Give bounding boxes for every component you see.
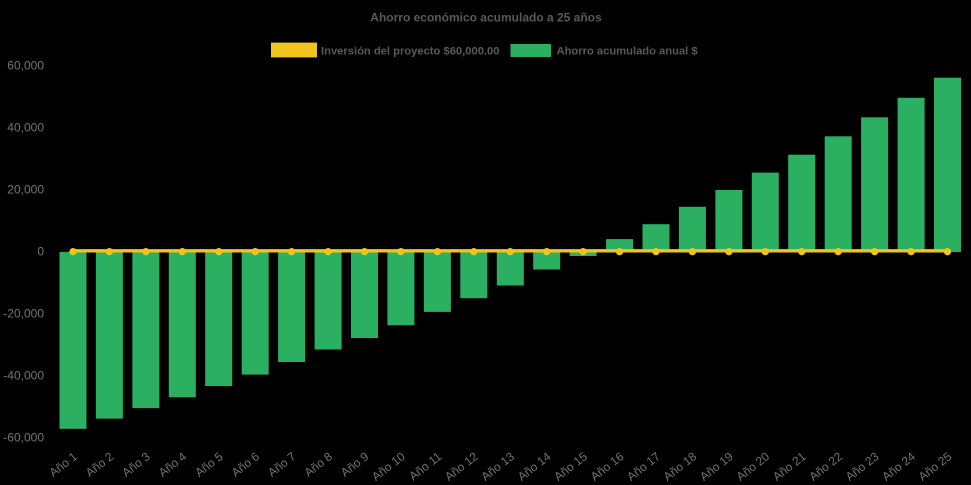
svg-text:0: 0 bbox=[37, 244, 44, 258]
svg-text:-60,000: -60,000 bbox=[3, 430, 44, 444]
svg-text:-20,000: -20,000 bbox=[3, 306, 44, 320]
svg-text:Ahorro acumulado anual $: Ahorro acumulado anual $ bbox=[557, 46, 699, 58]
svg-text:Ahorro económico acumulado a 2: Ahorro económico acumulado a 25 años bbox=[370, 11, 602, 25]
svg-text:Inversión del proyecto $60,000: Inversión del proyecto $60,000.00 bbox=[321, 46, 499, 58]
svg-text:40,000: 40,000 bbox=[7, 120, 44, 134]
svg-text:-40,000: -40,000 bbox=[3, 368, 44, 382]
svg-text:20,000: 20,000 bbox=[7, 182, 44, 196]
svg-text:60,000: 60,000 bbox=[7, 58, 44, 72]
